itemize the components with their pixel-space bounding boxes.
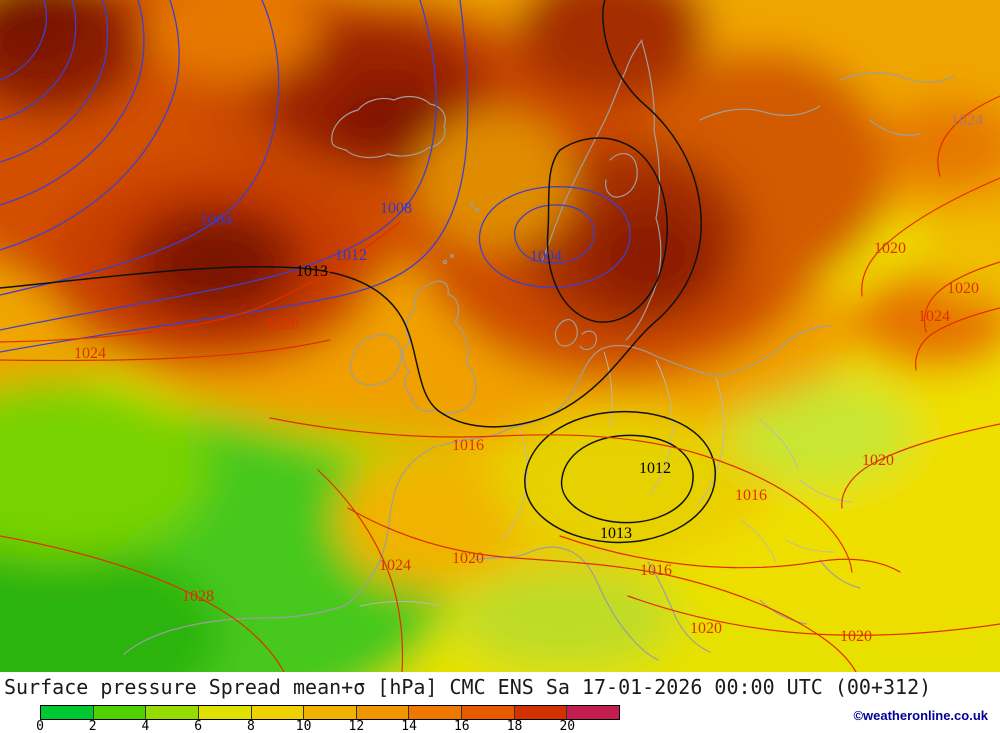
coastlines xyxy=(123,39,955,661)
colorbar xyxy=(40,705,620,720)
credit-link[interactable]: ©weatheronline.co.uk xyxy=(853,708,988,723)
colorbar-tick-label: 2 xyxy=(88,719,97,733)
colorbar-tick-label: 14 xyxy=(401,719,417,733)
colorbar-segment xyxy=(462,706,515,719)
spread-color-field xyxy=(0,0,1000,672)
colorbar-segment xyxy=(356,706,410,719)
colorbar-ticks: 0 2 4 6 8 10 12 14 16 18 20 xyxy=(36,719,620,733)
colorbar-tick-label: 10 xyxy=(295,719,312,733)
isobars-blue xyxy=(0,0,631,353)
colorbar-tick-label: 4 xyxy=(141,719,150,733)
isobars-red xyxy=(0,95,1000,672)
colorbar-tick-label: 12 xyxy=(348,719,365,733)
colorbar-tick-label: 0 xyxy=(36,719,44,733)
colorbar-tick-label: 8 xyxy=(246,719,255,733)
colorbar-tick-label: 20 xyxy=(559,719,576,733)
colorbar-segment xyxy=(304,706,357,719)
colorbar-segment xyxy=(41,706,94,719)
map-area: 1004 1008 1012 1013 1004 1024 1020 1020 1024 1020… xyxy=(0,0,1000,672)
pressure-spread-map xyxy=(0,0,1000,672)
colorbar-segment xyxy=(93,706,147,719)
colorbar-tick-label: 6 xyxy=(194,719,203,733)
colorbar-segment xyxy=(567,706,620,719)
map-caption: Surface pressure Spread mean+σ [hPa] CMC… xyxy=(4,675,932,699)
footer: 0 2 4 6 8 10 12 14 16 18 20 ©weatheronline.co.uk xyxy=(0,702,1000,733)
isobars-black xyxy=(0,0,716,544)
colorbar-segment xyxy=(146,706,199,719)
colorbar-segment xyxy=(251,706,305,719)
caption-bar: Surface pressure Spread mean+σ [hPa] CMC… xyxy=(0,672,1000,702)
country-borders xyxy=(359,351,853,607)
colorbar-tick-label: 16 xyxy=(453,719,470,733)
colorbar-segment xyxy=(198,706,252,719)
colorbar-segment xyxy=(409,706,463,719)
colorbar-tick-label: 18 xyxy=(506,719,523,733)
colorbar-segment xyxy=(514,706,568,719)
